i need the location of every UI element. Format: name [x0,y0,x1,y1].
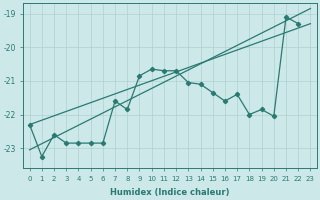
X-axis label: Humidex (Indice chaleur): Humidex (Indice chaleur) [110,188,230,197]
